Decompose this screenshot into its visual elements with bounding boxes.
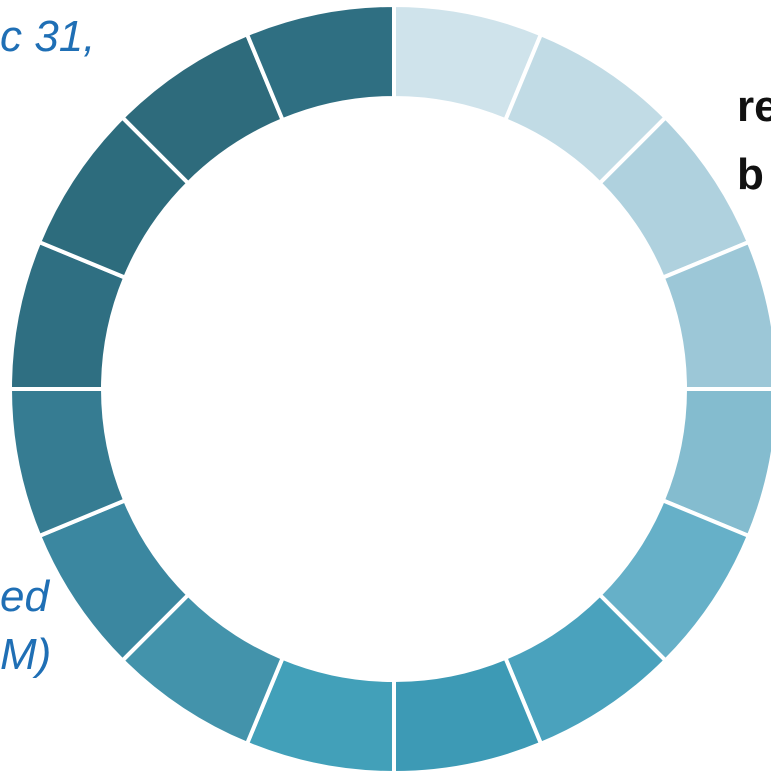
right-text-fragment-line1: re bbox=[737, 82, 771, 131]
bottom-left-text-fragment-line2: M) bbox=[0, 630, 52, 679]
ring-segment-16 bbox=[244, 2, 396, 123]
top-left-text-fragment: c 31, bbox=[0, 12, 96, 61]
right-text-fragment-line2: b bbox=[737, 150, 764, 199]
bottom-left-text-fragment-line1: ed bbox=[0, 572, 49, 621]
